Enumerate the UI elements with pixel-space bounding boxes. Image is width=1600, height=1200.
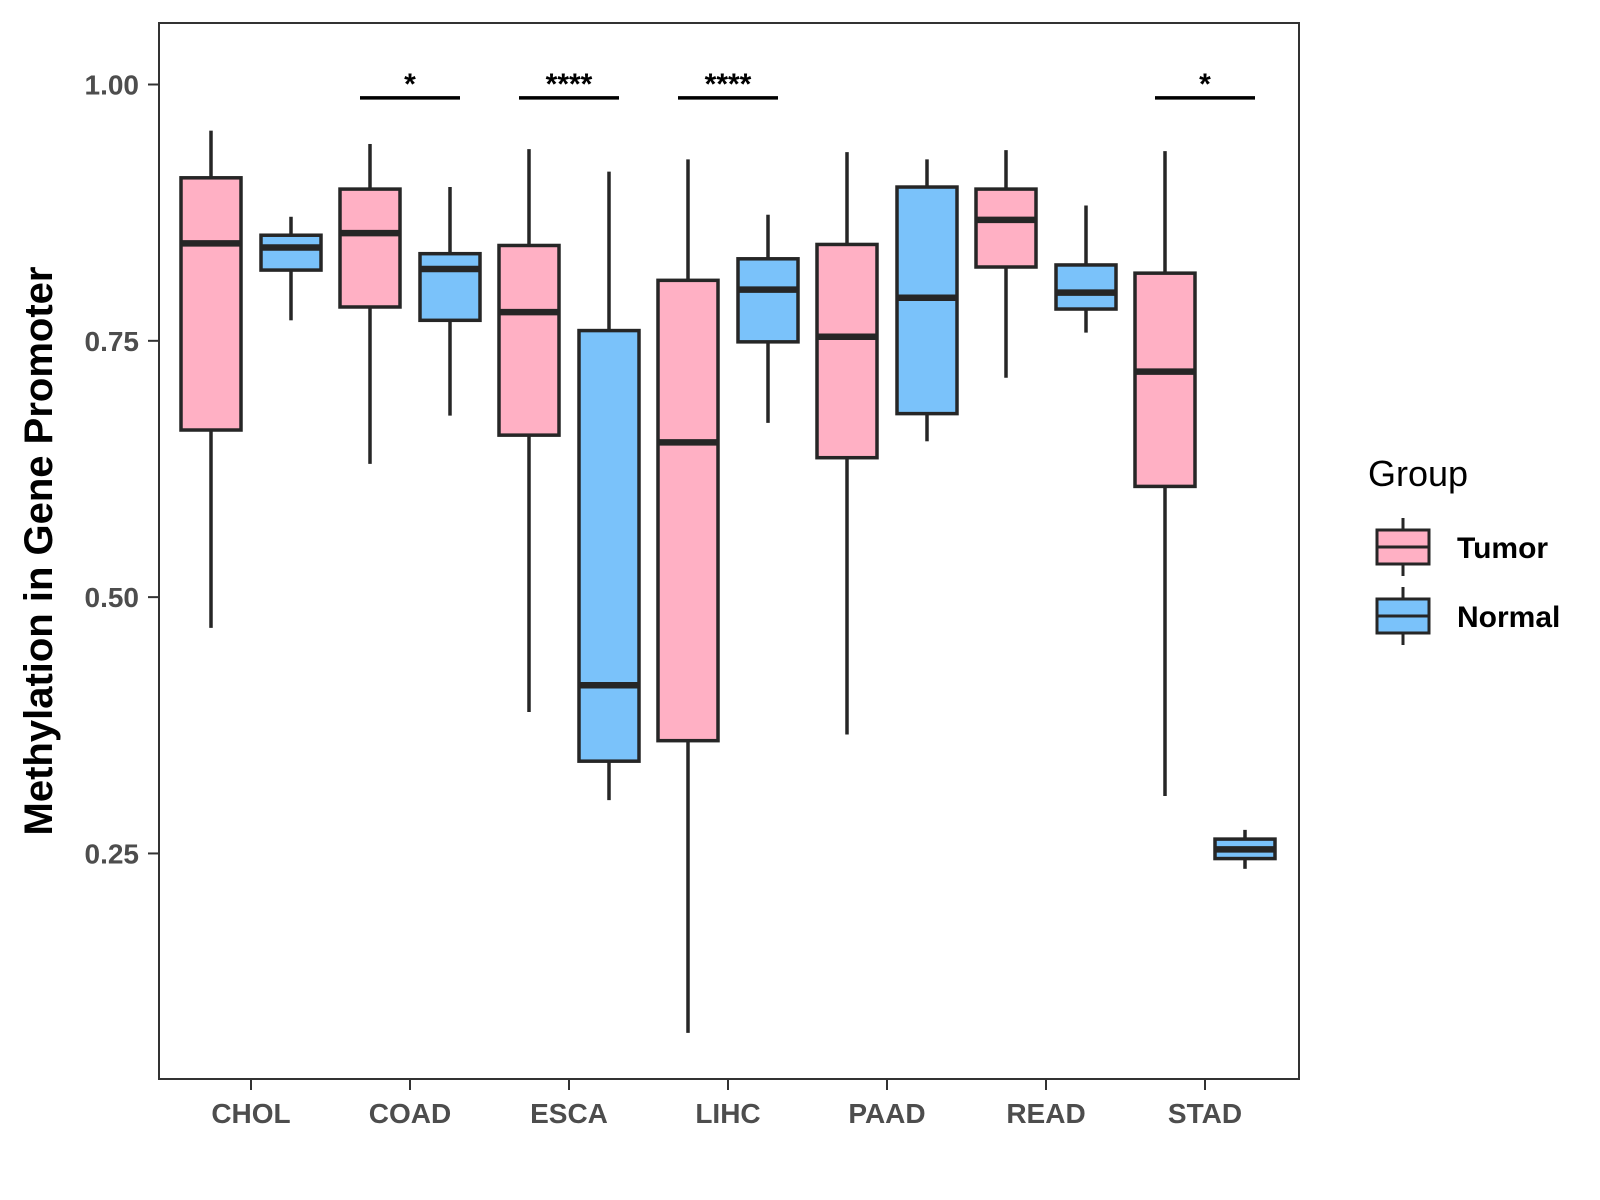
x-tick-label-stad: STAD: [1168, 1098, 1242, 1129]
x-tick-label-paad: PAAD: [848, 1098, 925, 1129]
box-paad-tumor: [815, 152, 879, 735]
y-tick-label-1: 0.50: [85, 582, 140, 613]
legend-label-normal: Normal: [1457, 601, 1560, 634]
box-stad-normal: [1213, 829, 1277, 869]
legend-entry-tumor: Tumor: [1375, 518, 1548, 576]
x-tick-label-esca: ESCA: [530, 1098, 608, 1129]
box-iqr: [656, 278, 720, 743]
significance-coad: *: [360, 68, 460, 101]
box-lihc-tumor: [656, 159, 720, 1033]
box-chol-normal: [259, 216, 323, 321]
y-axis: 0.25 0.50 0.75 1.00: [85, 70, 159, 869]
box-chol-tumor: [179, 130, 243, 628]
significance-label: *: [1199, 68, 1211, 101]
box-read-tumor: [974, 150, 1038, 378]
legend-entry-normal: Normal: [1375, 587, 1560, 645]
box-paad-normal: [895, 159, 959, 442]
box-coad-tumor: [338, 143, 402, 464]
legend: Group Tumor Normal: [1368, 453, 1560, 645]
box-esca-normal: [577, 171, 641, 801]
x-tick-label-lihc: LIHC: [695, 1098, 760, 1129]
y-tick-label-2: 0.75: [85, 326, 140, 357]
box-iqr: [974, 187, 1038, 269]
y-axis-title: Methylation in Gene Promoter: [17, 267, 61, 836]
box-iqr: [259, 233, 323, 272]
box-iqr: [815, 242, 879, 460]
legend-title: Group: [1368, 453, 1468, 494]
significance-label: ****: [546, 68, 593, 101]
box-esca-tumor: [497, 149, 561, 712]
y-tick-label-3: 1.00: [85, 70, 140, 101]
box-iqr: [418, 251, 482, 323]
legend-label-tumor: Tumor: [1457, 532, 1548, 565]
x-tick-label-read: READ: [1006, 1098, 1085, 1129]
box-iqr: [1133, 271, 1197, 489]
box-iqr: [577, 328, 641, 763]
x-axis: CHOL COAD ESCA LIHC PAAD READ STAD: [211, 1079, 1242, 1129]
box-iqr: [338, 187, 402, 309]
box-iqr: [497, 243, 561, 437]
box-iqr: [736, 257, 800, 344]
box-coad-normal: [418, 187, 482, 416]
significance-stad: *: [1155, 68, 1255, 101]
significance-lihc: ****: [678, 68, 778, 101]
box-read-normal: [1054, 205, 1118, 333]
x-tick-label-chol: CHOL: [211, 1098, 290, 1129]
significance-annotations: * **** **** *: [360, 68, 1255, 101]
box-iqr: [1054, 263, 1118, 311]
box-lihc-normal: [736, 214, 800, 423]
significance-label: *: [404, 68, 416, 101]
boxes-layer: [179, 130, 1277, 1033]
significance-esca: ****: [519, 68, 619, 101]
box-stad-tumor: [1133, 151, 1197, 797]
significance-label: ****: [705, 68, 752, 101]
x-tick-label-coad: COAD: [369, 1098, 451, 1129]
y-tick-label-0: 0.25: [85, 838, 140, 869]
plot-panel: [158, 22, 1300, 1080]
box-iqr: [179, 176, 243, 432]
